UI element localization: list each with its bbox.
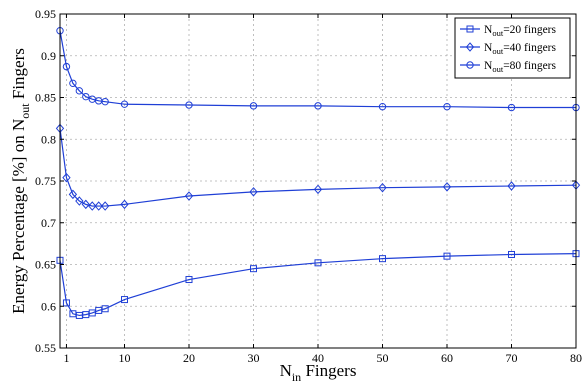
circle-marker (75, 87, 84, 95)
legend-label-main: N (484, 60, 493, 72)
y-tick-label: 0.75 (35, 174, 56, 188)
legend-label-rest: =40 fingers (503, 42, 556, 54)
y-tick-label: 0.7 (41, 216, 56, 230)
square-marker (121, 296, 128, 304)
circle-marker (249, 102, 258, 110)
y-axis-title-sub: out (18, 103, 32, 119)
x-tick-label: 70 (506, 351, 518, 365)
diamond-marker (120, 199, 129, 210)
x-axis-title-rest: Fingers (301, 361, 356, 380)
legend-label-main: N (484, 42, 493, 54)
diamond-marker (507, 181, 516, 191)
legend-label: Nout=40 fingers (484, 42, 557, 56)
square-marker (62, 299, 70, 307)
x-tick-label: 60 (441, 351, 453, 365)
x-axis-title: Nin Fingers (280, 361, 357, 384)
square-marker (443, 252, 451, 260)
y-tick-label: 0.8 (41, 132, 56, 146)
legend-item: Nout=40 fingers (460, 42, 557, 56)
diamond-marker (94, 201, 103, 211)
y-tick-label: 0.55 (35, 341, 56, 355)
circle-marker (62, 62, 71, 71)
legend-label-sub: out (492, 64, 504, 74)
diamond-marker (465, 42, 475, 52)
x-tick-label: 10 (119, 351, 131, 365)
diamond-marker (378, 182, 387, 193)
legend-item: Nout=20 fingers (460, 24, 557, 38)
circle-marker (314, 102, 322, 110)
series-line (59, 128, 577, 207)
circle-marker (120, 100, 129, 108)
diamond-marker (100, 201, 110, 211)
circle-marker (101, 97, 109, 106)
legend-box (454, 17, 571, 79)
series-circle (56, 27, 580, 112)
y-tick-label: 0.9 (41, 49, 56, 63)
diamond-marker (184, 191, 194, 201)
circle-marker (443, 102, 451, 111)
circle-marker (378, 102, 387, 111)
diamond-marker (442, 182, 452, 192)
square-marker (185, 276, 193, 284)
y-tick-label: 0.65 (35, 258, 56, 272)
series-line (59, 30, 576, 109)
diamond-marker (313, 184, 323, 195)
legend-label-sub: out (492, 46, 504, 56)
square-marker (250, 265, 257, 273)
x-tick-label: 80 (570, 351, 582, 365)
diamond-marker (81, 199, 90, 210)
y-axis-title: Energy Percentage [%] on Nout Fingers (9, 48, 32, 314)
y-axis-title-pre: Energy Percentage [%] on N (9, 119, 28, 314)
diamond-marker (75, 196, 84, 206)
y-tick-label: 0.95 (35, 7, 56, 21)
square-marker (314, 259, 322, 267)
legend-label-rest: =20 fingers (503, 24, 556, 36)
square-marker (466, 25, 474, 33)
diamond-marker (68, 189, 78, 200)
y-axis-title-rest: Fingers (9, 48, 28, 103)
circle-marker (507, 103, 516, 112)
series-diamond (55, 123, 581, 211)
x-tick-label: 30 (248, 351, 260, 365)
legend-label-main: N (484, 24, 493, 36)
circle-marker (466, 61, 474, 69)
x-tick-label: 50 (377, 351, 389, 365)
series-layer (55, 27, 581, 319)
legend-label-sub: out (492, 28, 504, 38)
x-tick-label: 40 (312, 351, 324, 365)
legend-item: Nout=80 fingers (460, 60, 557, 74)
x-axis-title-sub: in (292, 370, 301, 384)
circle-marker (69, 79, 77, 88)
x-tick-label: 1 (63, 351, 69, 365)
series-square (56, 250, 580, 319)
diamond-marker (62, 172, 71, 183)
square-marker (508, 250, 515, 258)
axes: 0.55 0.6 0.65 0.7 0.75 0.8 0.85 0.9 0.95 1 10 20 30 4… (35, 7, 582, 365)
diamond-marker (88, 201, 97, 211)
y-tick-label: 0.85 (35, 91, 56, 105)
y-tick-label: 0.6 (41, 299, 56, 313)
circle-marker (185, 101, 193, 109)
square-marker (379, 255, 386, 263)
x-tick-label: 20 (183, 351, 195, 365)
legend-label: Nout=80 fingers (484, 60, 557, 74)
diamond-marker (249, 187, 258, 197)
legend-label: Nout=20 fingers (484, 24, 557, 38)
square-marker (101, 305, 109, 313)
legend-label-rest: =80 fingers (503, 60, 556, 72)
circle-marker (82, 92, 90, 101)
x-axis-title-main: N (280, 361, 292, 380)
